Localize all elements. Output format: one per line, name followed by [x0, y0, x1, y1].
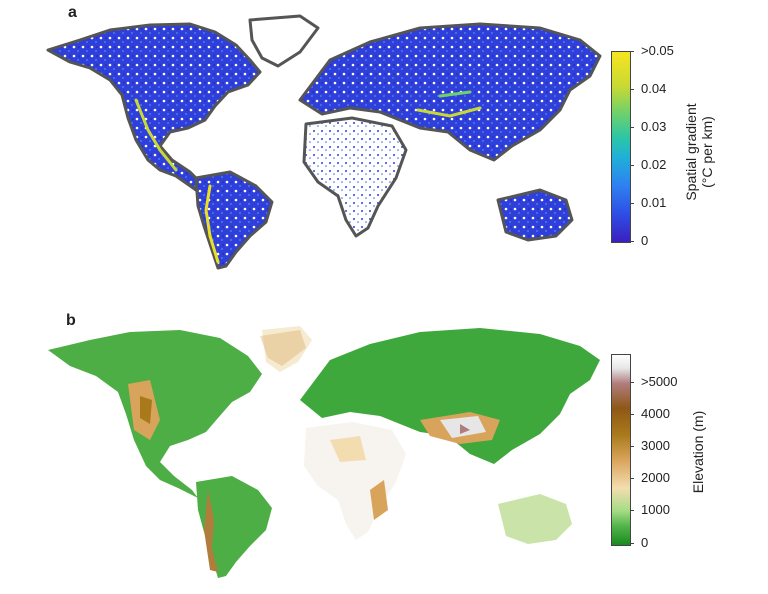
- australia-b: [498, 494, 572, 544]
- tick-mark: [630, 203, 634, 204]
- australia-a: [496, 188, 574, 242]
- elevation-tick-label: >5000: [641, 374, 678, 389]
- greenland-a: [248, 14, 320, 68]
- gradient-tick-label: 0.02: [641, 157, 667, 172]
- elevation-tick-label: 3000: [641, 438, 670, 453]
- elevation-colorbar-label: Elevation (m): [690, 410, 706, 494]
- tick-mark: [630, 241, 634, 242]
- tick-mark: [630, 446, 634, 447]
- gradient-label-line2: (°C per km): [699, 116, 715, 188]
- tick-mark: [630, 51, 634, 52]
- elevation-tick-label: 2000: [641, 470, 670, 485]
- elevation-tick-label: 0: [641, 535, 649, 550]
- panel-a-letter: a: [68, 4, 77, 21]
- tick-mark: [630, 478, 634, 479]
- tick-mark: [630, 414, 634, 415]
- tick-mark: [630, 165, 634, 166]
- south-america-a: [194, 170, 274, 270]
- elevation-colorbar: [611, 354, 631, 546]
- africa-b: [304, 422, 406, 540]
- gradient-label-line1: Spatial gradient: [683, 103, 699, 201]
- tick-mark: [630, 543, 634, 544]
- gradient-tick-label: >0.05: [641, 43, 674, 58]
- gradient-colorbar: [611, 51, 631, 243]
- elevation-tick-label: 4000: [641, 406, 670, 421]
- eurasia-b: [300, 328, 600, 464]
- south-america-b: [196, 476, 272, 578]
- panel-b-letter: b: [66, 312, 76, 329]
- north-america-a: [46, 22, 262, 192]
- tick-mark: [630, 510, 634, 511]
- tick-mark: [630, 127, 634, 128]
- gradient-tick-label: 0: [641, 233, 649, 248]
- tick-mark: [630, 89, 634, 90]
- greenland-b: [262, 326, 312, 372]
- africa-a: [302, 116, 408, 238]
- elevation-tick-label: 1000: [641, 502, 670, 517]
- gradient-tick-label: 0.01: [641, 195, 667, 210]
- eurasia-a: [298, 22, 602, 162]
- gradient-tick-label: 0.03: [641, 119, 667, 134]
- tick-mark: [630, 382, 634, 383]
- gradient-colorbar-label: Spatial gradient (°C per km): [683, 82, 717, 222]
- gradient-tick-label: 0.04: [641, 81, 667, 96]
